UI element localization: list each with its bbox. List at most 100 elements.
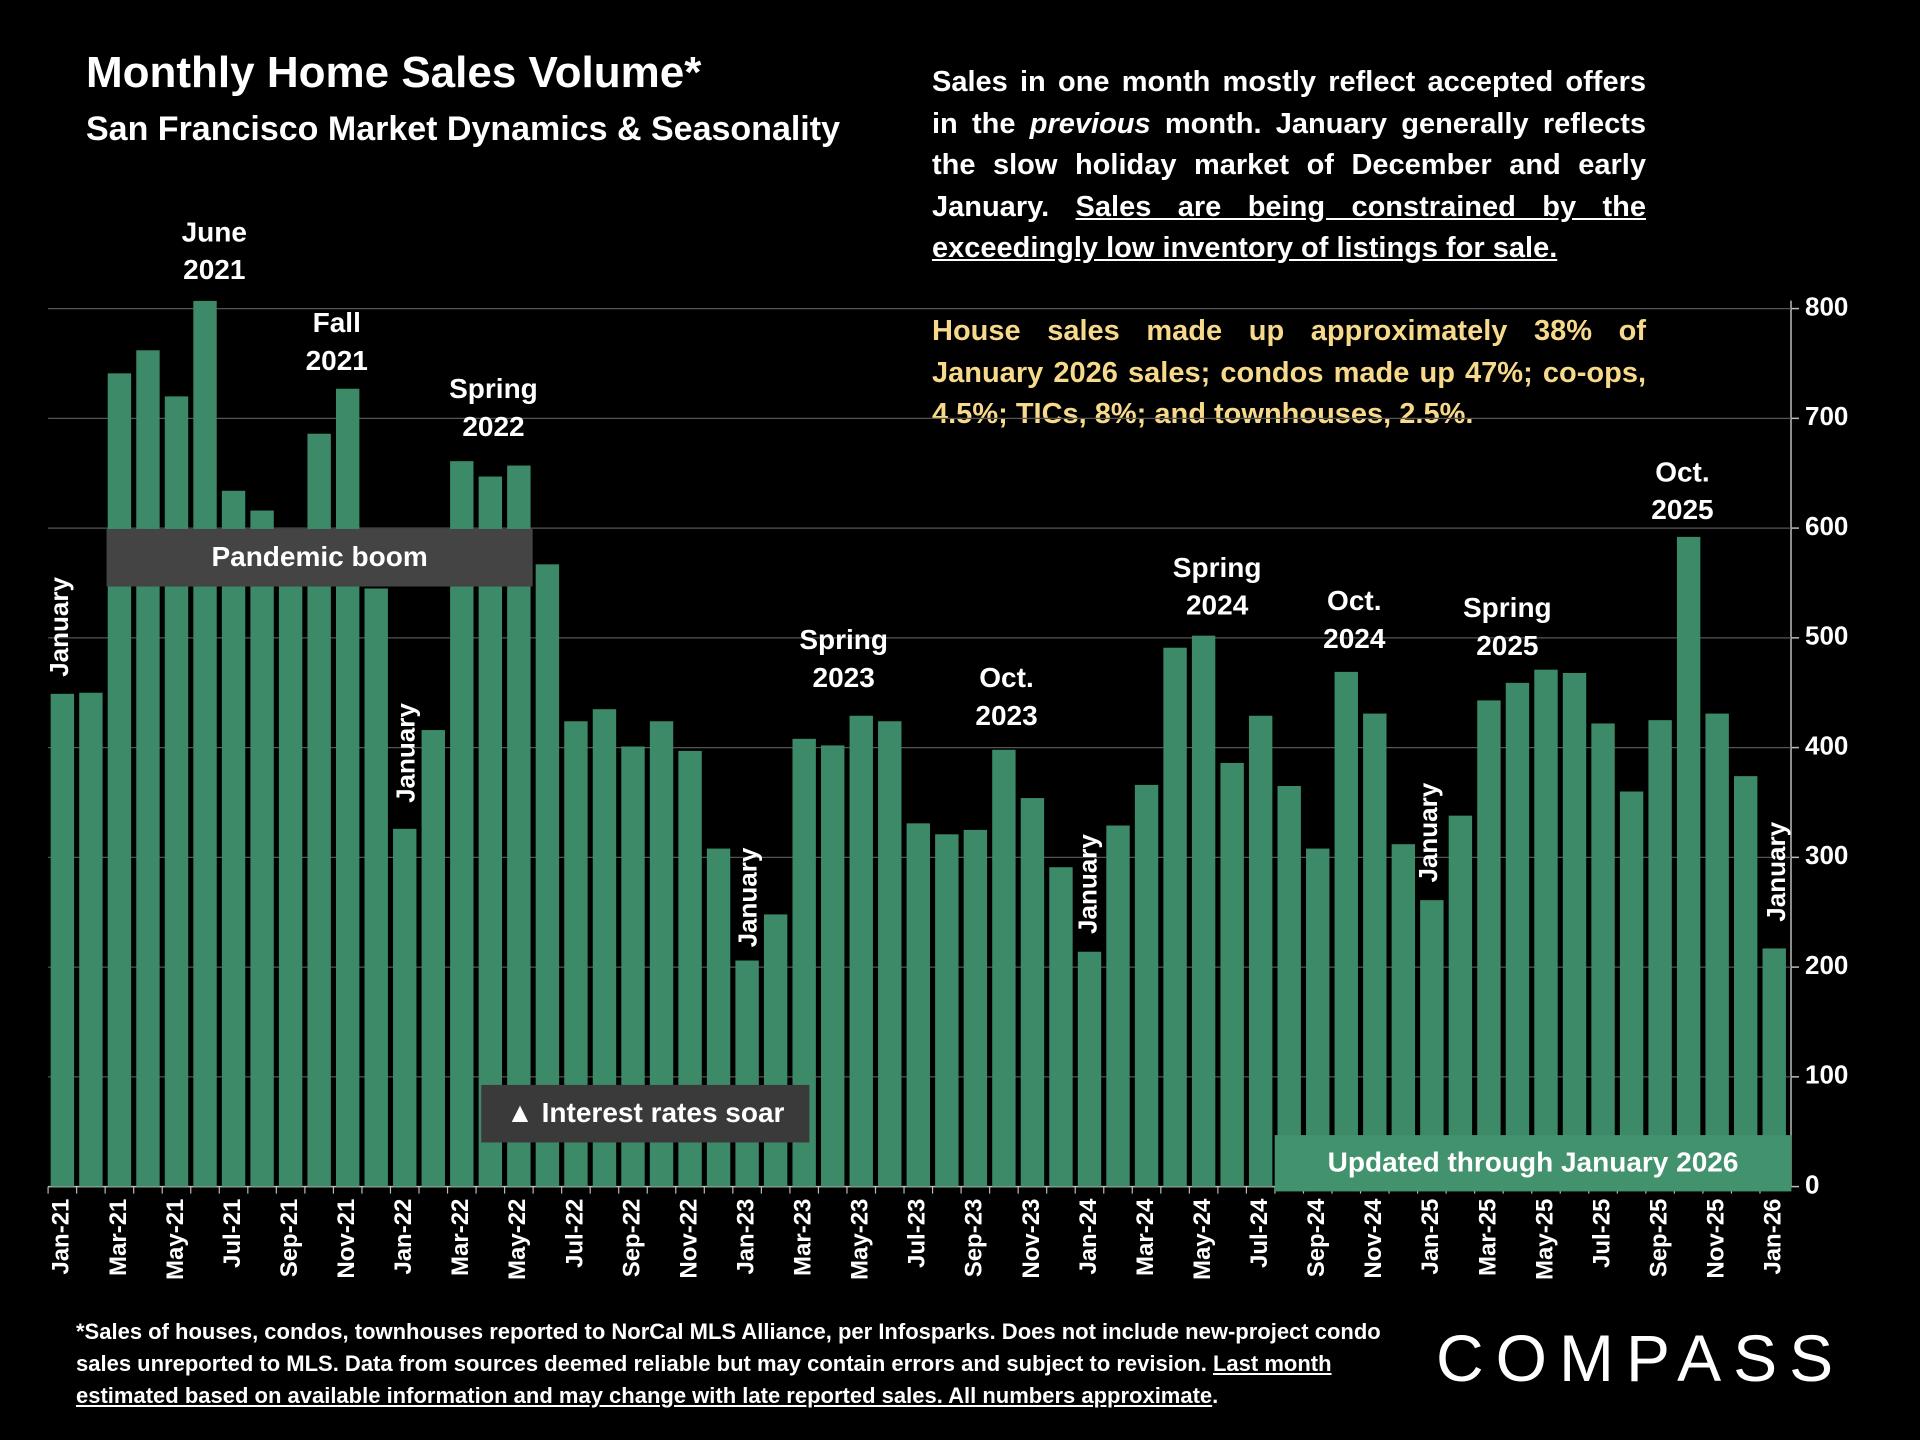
bar xyxy=(592,709,617,1187)
bar xyxy=(821,745,845,1187)
callout-label: ▲ Interest rates soar xyxy=(506,1097,784,1128)
period-label: 2025 xyxy=(1476,630,1538,661)
x-tick-label: Mar-23 xyxy=(790,1199,817,1276)
callout-label: Pandemic boom xyxy=(211,541,427,572)
x-tick-label: May-24 xyxy=(1189,1198,1216,1280)
bar xyxy=(1106,825,1130,1187)
y-tick-label: 400 xyxy=(1805,730,1848,760)
y-tick-label: 800 xyxy=(1805,291,1848,321)
bar xyxy=(792,738,816,1187)
x-tick-label: Nov-23 xyxy=(1018,1199,1045,1279)
bar xyxy=(1762,948,1786,1187)
chart-title: Monthly Home Sales Volume* xyxy=(86,48,702,97)
footnote-text: Last month estimated based on available … xyxy=(76,1351,1332,1408)
x-tick-label: Sep-21 xyxy=(276,1199,303,1278)
x-tick-label: Nov-24 xyxy=(1360,1198,1387,1279)
bar xyxy=(1591,723,1615,1187)
bar xyxy=(1334,671,1358,1187)
bar xyxy=(393,828,417,1187)
x-tick-label: Nov-22 xyxy=(675,1199,702,1279)
y-tick-label: 500 xyxy=(1805,621,1848,651)
period-label: June xyxy=(182,216,247,247)
period-label: Spring xyxy=(799,624,888,655)
bar xyxy=(678,750,702,1187)
bar xyxy=(164,396,189,1187)
x-tick-label: Jan-25 xyxy=(1417,1199,1444,1275)
bar xyxy=(649,721,674,1187)
period-label: 2023 xyxy=(813,662,875,693)
x-tick-label: Jan-22 xyxy=(390,1199,417,1275)
chart-subtitle: San Francisco Market Dynamics & Seasonal… xyxy=(86,110,840,148)
january-label: January xyxy=(391,703,421,803)
bar xyxy=(992,749,1016,1187)
bar xyxy=(107,373,132,1187)
bar xyxy=(50,693,75,1187)
footnote-text: . xyxy=(1212,1383,1219,1408)
bar xyxy=(221,490,246,1187)
period-label: 2024 xyxy=(1186,590,1249,621)
bar xyxy=(1505,682,1530,1187)
x-tick-label: Nov-25 xyxy=(1703,1199,1730,1279)
x-tick-label: Sep-23 xyxy=(961,1199,988,1278)
x-tick-label: Jul-21 xyxy=(219,1199,246,1268)
logo: COMPASS xyxy=(1436,1321,1846,1395)
notes-paragraph: Sales in one month mostly reflect accept… xyxy=(932,62,1646,270)
bar xyxy=(735,960,759,1187)
note-text: month. January generally reflects the sl… xyxy=(932,107,1646,223)
bar xyxy=(364,588,388,1187)
x-tick-label: Sep-25 xyxy=(1645,1199,1672,1278)
note-text: previous xyxy=(1029,107,1151,140)
bar xyxy=(1163,647,1187,1187)
bar xyxy=(849,715,873,1187)
x-tick-label: Jul-24 xyxy=(1246,1198,1273,1268)
bar xyxy=(478,476,503,1187)
footnote: *Sales of houses, condos, townhouses rep… xyxy=(76,1316,1412,1412)
bar xyxy=(763,914,788,1187)
notes-paragraph: House sales made up approximately 38% of… xyxy=(932,315,1646,430)
callout-label: Updated through January 2026 xyxy=(1328,1147,1739,1178)
bar xyxy=(1191,635,1216,1187)
y-tick-label: 200 xyxy=(1805,950,1848,980)
x-tick-label: Mar-25 xyxy=(1474,1199,1501,1276)
period-label: 2025 xyxy=(1651,494,1713,525)
notes: Sales in one month mostly reflect accept… xyxy=(932,62,1646,436)
bar xyxy=(79,692,103,1187)
bar xyxy=(878,721,902,1187)
january-label: January xyxy=(732,847,762,947)
y-tick-label: 100 xyxy=(1805,1060,1848,1090)
bar xyxy=(621,746,645,1187)
x-tick-label: Mar-21 xyxy=(105,1199,132,1276)
x-tick-label: Jan-24 xyxy=(1075,1198,1102,1275)
x-tick-label: Jul-25 xyxy=(1588,1199,1615,1268)
x-tick-label: Jul-23 xyxy=(904,1199,931,1268)
y-tick-label: 0 xyxy=(1805,1169,1819,1199)
callout-box xyxy=(481,1084,810,1143)
bar xyxy=(1134,784,1159,1187)
note-text: Sales in one month mostly reflect accept… xyxy=(932,66,1646,140)
x-tick-label: Jul-22 xyxy=(561,1199,588,1268)
bar xyxy=(1248,715,1273,1187)
period-label: 2023 xyxy=(975,700,1037,731)
bar xyxy=(906,823,930,1187)
x-tick-label: Sep-22 xyxy=(618,1199,645,1278)
bar xyxy=(1619,791,1644,1187)
period-label: 2021 xyxy=(183,254,245,285)
x-tick-label: Jan-23 xyxy=(732,1199,759,1275)
bar xyxy=(450,461,474,1187)
bar xyxy=(1049,867,1073,1187)
x-tick-label: May-22 xyxy=(504,1199,531,1280)
x-tick-label: Mar-24 xyxy=(1132,1198,1159,1276)
bar xyxy=(963,829,988,1187)
bar xyxy=(935,834,959,1187)
bar xyxy=(1306,848,1330,1187)
bar xyxy=(136,350,160,1187)
bar xyxy=(507,465,531,1187)
note-text: Sales are being constrained by the excee… xyxy=(932,190,1646,265)
callout-box xyxy=(1274,1135,1792,1192)
bar xyxy=(193,300,217,1187)
bar xyxy=(1705,713,1729,1187)
x-tick-label: May-25 xyxy=(1531,1199,1558,1280)
x-tick-label: Jan-21 xyxy=(48,1199,75,1275)
period-label: Oct. xyxy=(1327,585,1381,616)
callout-box xyxy=(106,528,533,587)
